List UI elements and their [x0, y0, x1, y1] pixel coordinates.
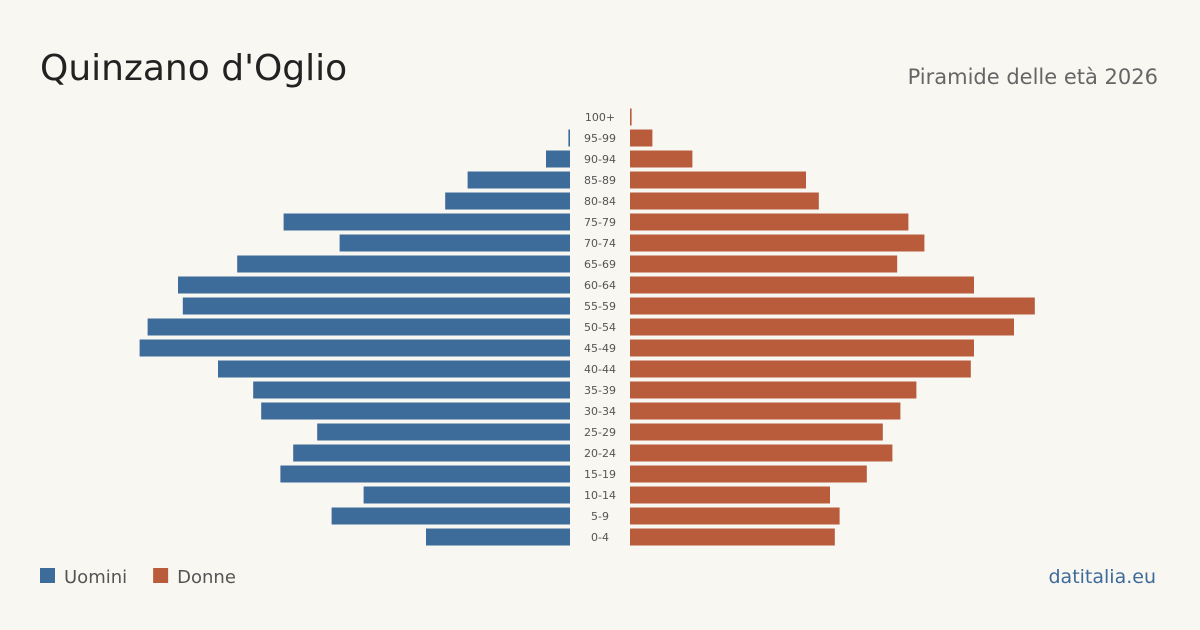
age-label: 30-34: [584, 405, 616, 418]
bar: [630, 297, 1035, 315]
legend-swatch: [153, 568, 169, 583]
age-label: 25-29: [584, 426, 616, 439]
bar: [283, 213, 570, 231]
age-label: 55-59: [584, 300, 616, 313]
age-label: 75-79: [584, 216, 616, 229]
bar: [630, 234, 925, 252]
bar: [467, 171, 570, 189]
bar: [293, 444, 570, 462]
bar: [630, 444, 893, 462]
age-label: 65-69: [584, 258, 616, 271]
bar: [331, 507, 570, 525]
age-label: 40-44: [584, 363, 616, 376]
bar: [237, 255, 570, 273]
age-label: 35-39: [584, 384, 616, 397]
age-label: 100+: [585, 111, 615, 124]
bar: [630, 318, 1014, 336]
bar: [630, 108, 632, 126]
age-label: 50-54: [584, 321, 616, 334]
bar: [630, 528, 835, 546]
bar: [253, 381, 570, 399]
age-label: 60-64: [584, 279, 616, 292]
age-label: 0-4: [591, 531, 609, 544]
bar: [317, 423, 570, 441]
bar: [630, 192, 819, 210]
bar: [630, 486, 830, 504]
chart-subtitle: Piramide delle età 2026: [908, 65, 1158, 89]
age-label: 80-84: [584, 195, 616, 208]
bar: [280, 465, 570, 483]
bar: [630, 213, 909, 231]
legend-label: Uomini: [64, 567, 127, 588]
bar: [630, 423, 883, 441]
bar: [630, 150, 693, 168]
bar: [139, 339, 570, 357]
bar: [218, 360, 570, 378]
legend-label: Donne: [177, 567, 236, 588]
bar: [630, 276, 974, 294]
age-label: 70-74: [584, 237, 616, 250]
bar: [261, 402, 570, 420]
age-label: 95-99: [584, 132, 616, 145]
age-label: 20-24: [584, 447, 616, 460]
bar: [568, 129, 570, 147]
bar: [178, 276, 570, 294]
age-label: 45-49: [584, 342, 616, 355]
bar: [630, 402, 901, 420]
age-label: 15-19: [584, 468, 616, 481]
bar: [630, 171, 806, 189]
bar: [630, 255, 898, 273]
bar: [147, 318, 570, 336]
bar: [630, 381, 917, 399]
bar: [630, 507, 840, 525]
bar: [630, 339, 974, 357]
bar: [426, 528, 570, 546]
age-label: 85-89: [584, 174, 616, 187]
legend-swatch: [40, 568, 55, 583]
age-label: 5-9: [591, 510, 609, 523]
bar: [630, 129, 653, 147]
bar: [630, 465, 867, 483]
bar: [546, 150, 570, 168]
chart-title: Quinzano d'Oglio: [40, 48, 347, 89]
bar: [630, 360, 971, 378]
bar: [339, 234, 570, 252]
source: datitalia.eu: [1049, 566, 1157, 588]
bar: [363, 486, 570, 504]
bar: [445, 192, 570, 210]
bar: [182, 297, 571, 315]
age-label: 90-94: [584, 153, 616, 166]
age-label: 10-14: [584, 489, 616, 502]
